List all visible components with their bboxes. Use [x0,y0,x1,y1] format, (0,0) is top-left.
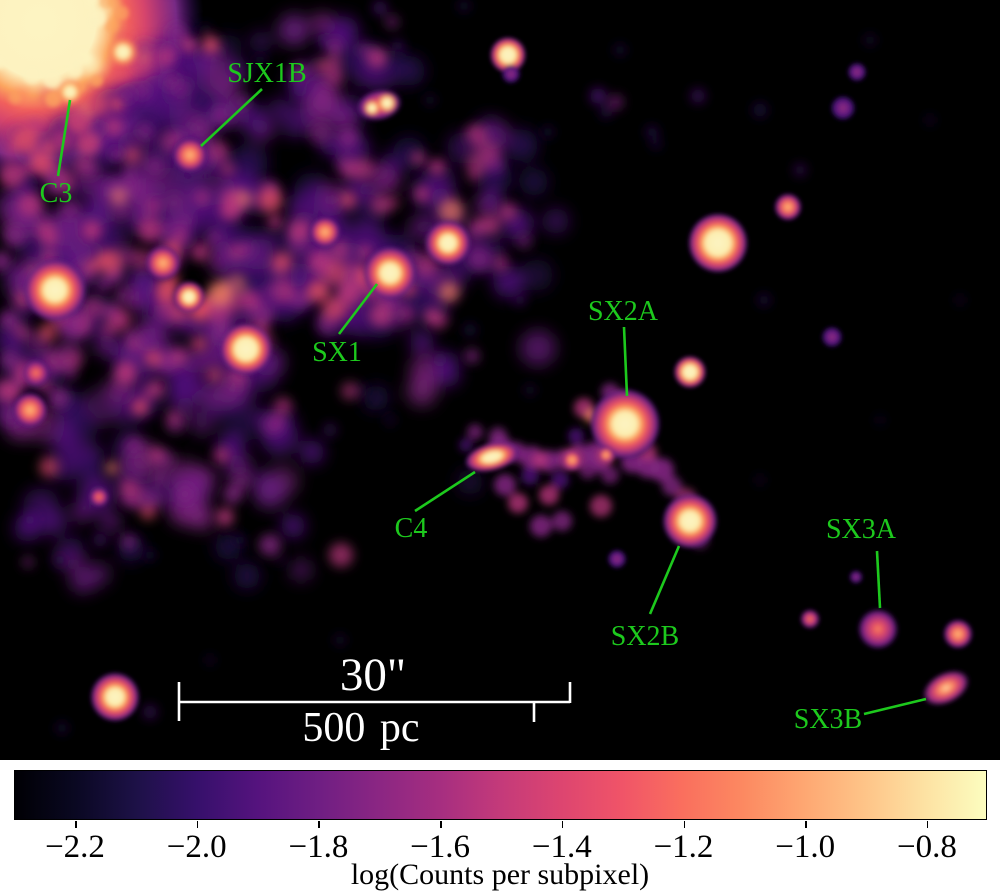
svg-text:500 pc: 500 pc [302,705,419,751]
svg-text:SX3A: SX3A [826,514,897,545]
svg-text:C4: C4 [395,513,428,544]
svg-text:SX1: SX1 [312,337,362,368]
svg-text:SX3B: SX3B [794,704,862,735]
svg-text:SJX1B: SJX1B [227,58,306,89]
svg-text:SX2B: SX2B [611,621,679,652]
svg-text:30": 30" [340,649,406,701]
svg-text:C3: C3 [40,178,73,209]
svg-text:SX2A: SX2A [588,296,659,327]
